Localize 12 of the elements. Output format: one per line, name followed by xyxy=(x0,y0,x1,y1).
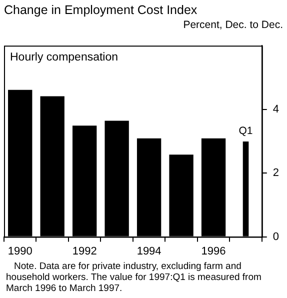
x-tick-label: 1992 xyxy=(72,245,97,258)
y-tick-label: 0 xyxy=(272,230,280,243)
y-tick-label: 4 xyxy=(272,103,280,116)
x-tick-label: 1996 xyxy=(201,245,226,258)
text: Hourly compensation xyxy=(10,52,118,64)
annotation: Q1 xyxy=(238,125,253,138)
x-tick-label: 1990 xyxy=(8,245,32,258)
y-tick-label: 2 xyxy=(272,167,280,180)
chart-title: Change in Employment Cost Index xyxy=(3,2,198,19)
x-tick-label: 1994 xyxy=(136,245,162,258)
y-axis-title: Percent, Dec. to Dec. xyxy=(182,19,284,33)
text: Note. Data are for private industry, excluding farm and household workers. The value for 1997:Q1 is measured from March 1996 to March 1997. xyxy=(5,261,262,294)
